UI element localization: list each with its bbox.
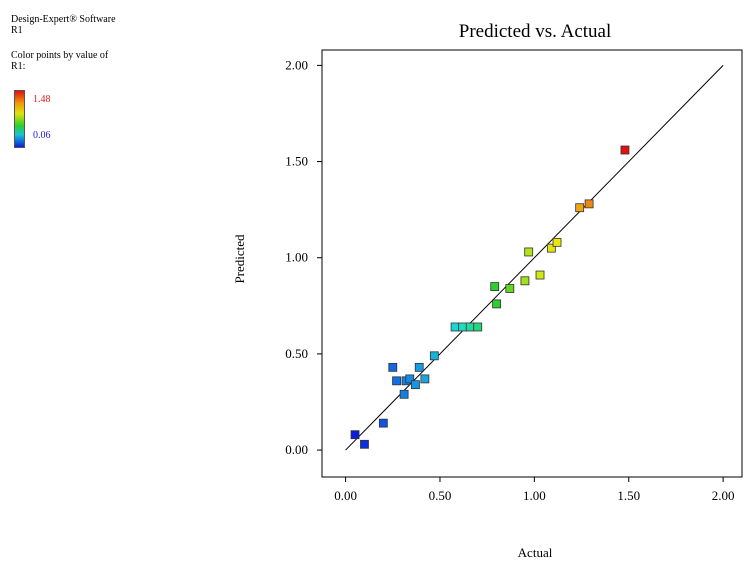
data-point [465, 322, 475, 332]
data-point [405, 374, 415, 384]
info-panel: Design-Expert® Software R1 Color points … [11, 14, 116, 72]
legend-max-label: 1.48 [33, 94, 51, 105]
data-point [388, 362, 398, 372]
x-axis-label: Actual [518, 545, 553, 560]
x-tick-label: 1.50 [617, 488, 640, 503]
data-point [392, 376, 401, 386]
data-point [490, 282, 500, 291]
data-point [575, 203, 585, 213]
y-axis-label: Predicted [232, 234, 247, 284]
data-point [399, 389, 409, 399]
data-point [505, 284, 515, 293]
data-point [378, 418, 388, 428]
data-point [473, 322, 483, 332]
y-tick-label: 0.00 [285, 442, 308, 457]
x-axis: 0.00 0.50 1.00 1.50 2.00 [334, 477, 734, 503]
data-point [414, 362, 424, 372]
data-point [458, 322, 468, 332]
y-axis: 0.00 0.50 1.00 1.50 2.00 [285, 57, 322, 457]
data-point [450, 322, 460, 332]
data-point [411, 380, 420, 390]
x-tick-label: 1.00 [523, 488, 546, 503]
data-points [350, 145, 630, 449]
chart-title: Predicted vs. Actual [459, 21, 612, 42]
x-tick-label: 0.50 [429, 488, 452, 503]
y-tick-label: 1.50 [285, 154, 308, 169]
plot-frame [321, 49, 743, 478]
data-point [520, 276, 530, 286]
color-legend: 1.48 0.06 [14, 90, 134, 150]
legend-min-label: 0.06 [33, 130, 51, 141]
color-by-variable: R1: [11, 61, 26, 72]
y-tick-label: 2.00 [285, 57, 308, 72]
data-point [420, 374, 430, 384]
y-tick-label: 1.00 [285, 250, 308, 265]
y-tick-label: 0.50 [285, 346, 308, 361]
reference-line [345, 65, 724, 451]
response-name: R1 [11, 25, 23, 36]
data-point [546, 243, 556, 253]
color-scale-bar [14, 90, 25, 148]
x-tick-label: 0.00 [334, 488, 357, 503]
data-point [620, 145, 630, 155]
data-point [350, 430, 360, 440]
data-point [584, 199, 594, 209]
data-point [360, 439, 369, 449]
software-name: Design-Expert® Software [11, 14, 116, 25]
data-point [429, 351, 439, 361]
data-point [492, 299, 502, 309]
data-point [552, 237, 562, 247]
color-by-label: Color points by value of [11, 50, 109, 61]
data-point [524, 247, 534, 257]
x-tick-label: 2.00 [712, 488, 735, 503]
data-point [535, 270, 545, 280]
